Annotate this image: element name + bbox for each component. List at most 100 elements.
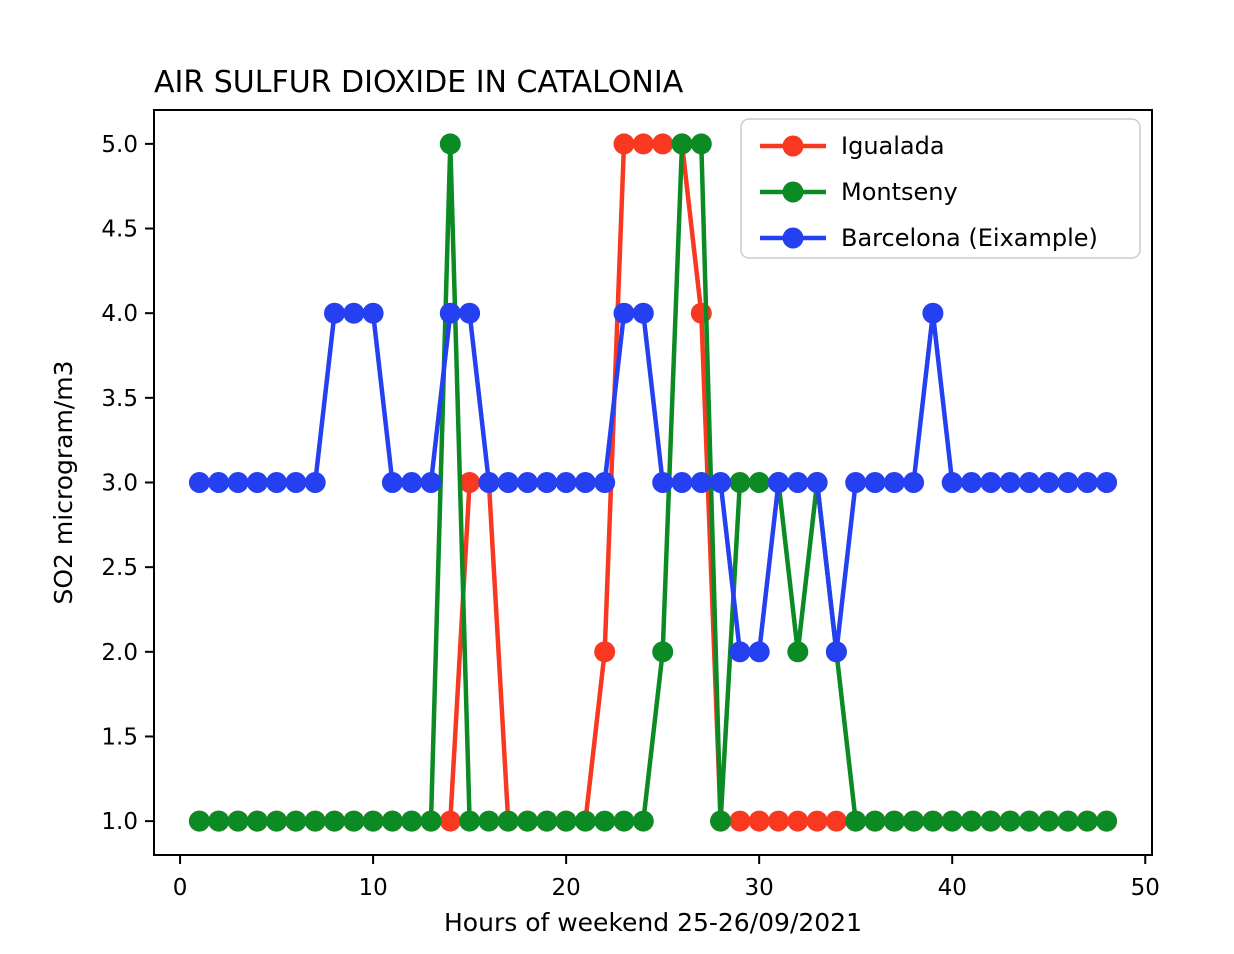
data-point-barcelona-eixample-h47 bbox=[1076, 472, 1098, 493]
data-point-igualada-h22 bbox=[594, 641, 616, 663]
series-barcelona-eixample bbox=[188, 302, 1118, 663]
data-point-barcelona-eixample-h14 bbox=[439, 302, 461, 324]
data-point-montseny-h15 bbox=[459, 810, 481, 832]
data-point-montseny-h27 bbox=[690, 133, 712, 155]
data-point-barcelona-eixample-h44 bbox=[1018, 472, 1040, 493]
chart-title: AIR SULFUR DIOXIDE IN CATALONIA bbox=[154, 65, 684, 100]
data-point-barcelona-eixample-h43 bbox=[999, 472, 1021, 493]
legend-label-montseny: Montseny bbox=[841, 178, 958, 206]
data-point-barcelona-eixample-h6 bbox=[285, 472, 307, 493]
data-point-barcelona-eixample-h3 bbox=[227, 472, 249, 493]
y-axis: 1.0 1.5 2.0 2.5 3.0 3.5 4.0 4.5 5.0 SO2 microgram… bbox=[49, 132, 154, 835]
data-point-montseny-h25 bbox=[652, 641, 674, 663]
x-axis: 0 10 20 30 40 50 Hours of weekend 25-26/09/202… bbox=[173, 855, 1160, 937]
y-axis-tick-label: 4.5 bbox=[101, 217, 138, 243]
y-axis-tick-label: 1.5 bbox=[101, 724, 138, 750]
data-point-barcelona-eixample-h19 bbox=[536, 472, 558, 493]
data-point-montseny-h7 bbox=[304, 810, 326, 832]
data-point-montseny-h37 bbox=[883, 810, 905, 832]
data-point-barcelona-eixample-h22 bbox=[594, 472, 616, 493]
data-point-montseny-h36 bbox=[864, 810, 886, 832]
data-point-montseny-h17 bbox=[497, 810, 519, 832]
data-point-barcelona-eixample-h39 bbox=[922, 302, 944, 324]
data-point-barcelona-eixample-h16 bbox=[478, 472, 500, 493]
data-point-igualada-h29 bbox=[729, 810, 751, 832]
data-point-igualada-h30 bbox=[748, 810, 770, 832]
data-point-barcelona-eixample-h23 bbox=[613, 302, 635, 324]
data-point-barcelona-eixample-h10 bbox=[362, 302, 384, 324]
data-point-montseny-h16 bbox=[478, 810, 500, 832]
data-point-montseny-h43 bbox=[999, 810, 1021, 832]
data-point-montseny-h39 bbox=[922, 810, 944, 832]
data-point-montseny-h45 bbox=[1038, 810, 1060, 832]
data-point-montseny-h11 bbox=[381, 810, 403, 832]
data-point-montseny-h20 bbox=[555, 810, 577, 832]
x-axis-tick-label: 30 bbox=[745, 875, 774, 901]
data-point-montseny-h40 bbox=[941, 810, 963, 832]
data-point-barcelona-eixample-h17 bbox=[497, 472, 519, 493]
y-axis-tick-label: 2.5 bbox=[101, 555, 138, 581]
data-point-barcelona-eixample-h11 bbox=[381, 472, 403, 493]
data-point-montseny-h42 bbox=[980, 810, 1002, 832]
data-point-montseny-h6 bbox=[285, 810, 307, 832]
data-point-montseny-h8 bbox=[324, 810, 345, 832]
data-point-barcelona-eixample-h13 bbox=[420, 472, 442, 493]
data-point-montseny-h44 bbox=[1018, 810, 1040, 832]
data-point-montseny-h12 bbox=[401, 810, 423, 832]
data-point-montseny-h3 bbox=[227, 810, 249, 832]
data-point-barcelona-eixample-h45 bbox=[1038, 472, 1060, 493]
data-point-montseny-h30 bbox=[748, 472, 770, 493]
data-point-barcelona-eixample-h31 bbox=[768, 472, 789, 493]
legend-marker-igualada bbox=[782, 135, 804, 157]
data-point-montseny-h13 bbox=[420, 810, 442, 832]
data-point-igualada-h14 bbox=[439, 810, 461, 832]
legend-marker-montseny bbox=[782, 181, 804, 203]
legend-item-montseny: Montseny bbox=[760, 178, 958, 206]
data-point-barcelona-eixample-h7 bbox=[304, 472, 326, 493]
y-axis-tick-label: 2.0 bbox=[101, 640, 138, 666]
data-point-montseny-h32 bbox=[787, 641, 809, 663]
data-point-igualada-h15 bbox=[459, 472, 481, 493]
data-point-barcelona-eixample-h27 bbox=[690, 472, 712, 493]
data-point-montseny-h41 bbox=[961, 810, 982, 832]
data-point-montseny-h18 bbox=[517, 810, 538, 832]
data-point-barcelona-eixample-h15 bbox=[459, 302, 481, 324]
legend-box bbox=[740, 118, 1141, 259]
series-montseny bbox=[188, 133, 1118, 832]
data-point-igualada-h33 bbox=[806, 810, 828, 832]
data-point-barcelona-eixample-h34 bbox=[825, 641, 847, 663]
y-axis-tick-label: 3.0 bbox=[101, 471, 138, 497]
data-point-barcelona-eixample-h8 bbox=[324, 302, 345, 324]
data-point-barcelona-eixample-h25 bbox=[652, 472, 674, 493]
data-point-montseny-h24 bbox=[632, 810, 654, 832]
data-point-montseny-h28 bbox=[710, 810, 732, 832]
data-point-montseny-h47 bbox=[1076, 810, 1098, 832]
data-point-igualada-h23 bbox=[613, 133, 635, 155]
data-point-barcelona-eixample-h35 bbox=[845, 472, 867, 493]
legend-item-barcelona-eixample: Barcelona (Eixample) bbox=[760, 224, 1098, 252]
data-point-barcelona-eixample-h30 bbox=[748, 641, 770, 663]
data-point-montseny-h2 bbox=[208, 810, 230, 832]
data-point-montseny-h5 bbox=[266, 810, 288, 832]
data-point-igualada-h24 bbox=[632, 133, 654, 155]
data-point-montseny-h23 bbox=[613, 810, 635, 832]
data-point-montseny-h19 bbox=[536, 810, 558, 832]
data-point-montseny-h21 bbox=[574, 810, 596, 832]
data-point-montseny-h4 bbox=[246, 810, 268, 832]
data-point-barcelona-eixample-h33 bbox=[806, 472, 828, 493]
data-point-barcelona-eixample-h37 bbox=[883, 472, 905, 493]
data-point-barcelona-eixample-h42 bbox=[980, 472, 1002, 493]
data-point-montseny-h46 bbox=[1057, 810, 1079, 832]
data-point-barcelona-eixample-h18 bbox=[517, 472, 538, 493]
data-point-montseny-h29 bbox=[729, 472, 751, 493]
data-point-barcelona-eixample-h4 bbox=[246, 472, 268, 493]
legend-marker-barcelona-eixample bbox=[782, 227, 804, 249]
data-point-barcelona-eixample-h32 bbox=[787, 472, 809, 493]
x-axis-tick-label: 10 bbox=[358, 875, 387, 901]
legend-label-igualada: Igualada bbox=[841, 132, 945, 160]
data-point-barcelona-eixample-h24 bbox=[632, 302, 654, 324]
data-point-barcelona-eixample-h2 bbox=[208, 472, 230, 493]
legend-label-barcelona-eixample: Barcelona (Eixample) bbox=[841, 224, 1098, 252]
